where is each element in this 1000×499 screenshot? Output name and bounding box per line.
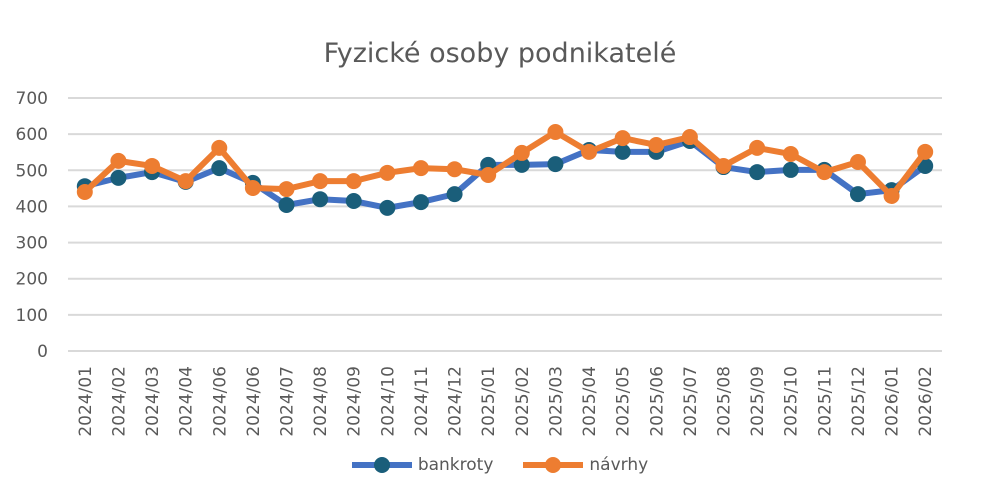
data-point	[849, 153, 866, 170]
x-tick-label: 2025/01	[479, 366, 499, 437]
series-line-bankroty	[84, 138, 927, 211]
x-tick-label: 2026/02	[916, 366, 936, 437]
data-point	[917, 143, 934, 160]
data-point	[312, 191, 329, 208]
data-point	[782, 146, 799, 163]
data-point	[816, 164, 833, 181]
data-point	[211, 160, 228, 177]
y-tick-label: 500	[16, 161, 48, 181]
x-tick-label: 2024/02	[109, 366, 129, 437]
x-tick-label: 2024/06	[210, 366, 230, 437]
data-point	[749, 164, 766, 181]
y-tick-label: 400	[16, 197, 48, 217]
data-point	[345, 173, 362, 190]
x-tick-label: 2024/01	[76, 366, 96, 437]
data-point	[278, 196, 295, 213]
x-tick-label: 2024/06	[244, 366, 264, 437]
x-tick-label: 2024/03	[143, 366, 163, 437]
x-tick-label: 2025/02	[513, 366, 533, 437]
data-point	[849, 186, 866, 203]
data-point	[547, 123, 564, 140]
x-tick-label: 2025/03	[546, 366, 566, 437]
data-point	[244, 179, 261, 196]
data-point	[513, 156, 530, 173]
data-point	[412, 194, 429, 211]
x-tick-label: 2025/06	[647, 366, 667, 437]
y-tick-label: 700	[16, 89, 48, 109]
y-tick-label: 600	[16, 125, 48, 145]
data-point	[144, 157, 161, 174]
data-point	[648, 136, 665, 153]
x-tick-label: 2025/09	[748, 366, 768, 437]
data-point	[76, 183, 93, 200]
data-point	[480, 166, 497, 183]
data-point	[312, 173, 329, 190]
data-point	[110, 152, 127, 169]
data-point	[211, 139, 228, 156]
legend-label: bankroty	[417, 455, 494, 475]
x-tick-label: 2024/10	[378, 366, 398, 437]
chart-title: Fyzické osoby podnikatelé	[323, 38, 677, 69]
legend: bankroty návrhy	[0, 455, 1000, 475]
data-point	[782, 161, 799, 178]
legend-item-bankroty: bankroty	[351, 455, 494, 475]
data-point	[547, 156, 564, 173]
x-tick-label: 2025/08	[715, 366, 735, 437]
series-line-navrhy	[82, 128, 928, 199]
x-tick-label: 2025/04	[580, 366, 600, 437]
x-tick-label: 2024/12	[446, 366, 466, 437]
legend-swatch-bankroty	[351, 457, 412, 473]
x-tick-label: 2024/11	[412, 366, 432, 437]
data-point	[379, 164, 396, 181]
x-tick-label: 2024/07	[278, 366, 298, 437]
y-tick-label: 100	[16, 306, 48, 326]
data-point	[513, 144, 530, 161]
x-tick-label: 2025/05	[614, 366, 634, 437]
data-point	[446, 161, 463, 178]
data-point	[681, 129, 698, 146]
x-tick-label: 2026/01	[883, 366, 903, 437]
data-point	[412, 160, 429, 177]
y-tick-label: 0	[37, 342, 48, 362]
data-point	[614, 143, 631, 160]
data-point	[446, 186, 463, 203]
x-tick-label: 2025/07	[681, 366, 701, 437]
data-point	[883, 187, 900, 204]
data-point	[345, 193, 362, 210]
legend-swatch-navrhy	[523, 457, 584, 473]
data-point	[278, 181, 295, 198]
x-tick-label: 2024/08	[311, 366, 331, 437]
data-point	[749, 139, 766, 156]
x-tick-label: 2024/04	[177, 366, 197, 437]
x-tick-label: 2025/10	[782, 366, 802, 437]
legend-label: návrhy	[589, 455, 649, 475]
data-point	[581, 143, 598, 160]
y-tick-label: 200	[16, 270, 48, 290]
data-point	[614, 130, 631, 147]
legend-item-navrhy: návrhy	[523, 455, 648, 475]
x-tick-label: 2025/11	[815, 366, 835, 437]
data-point	[177, 173, 194, 190]
y-tick-label: 300	[16, 234, 48, 254]
x-tick-label: 2024/09	[345, 366, 365, 437]
data-point	[715, 157, 732, 174]
x-tick-label: 2025/12	[849, 366, 869, 437]
data-point	[379, 199, 396, 216]
data-point	[110, 169, 127, 186]
